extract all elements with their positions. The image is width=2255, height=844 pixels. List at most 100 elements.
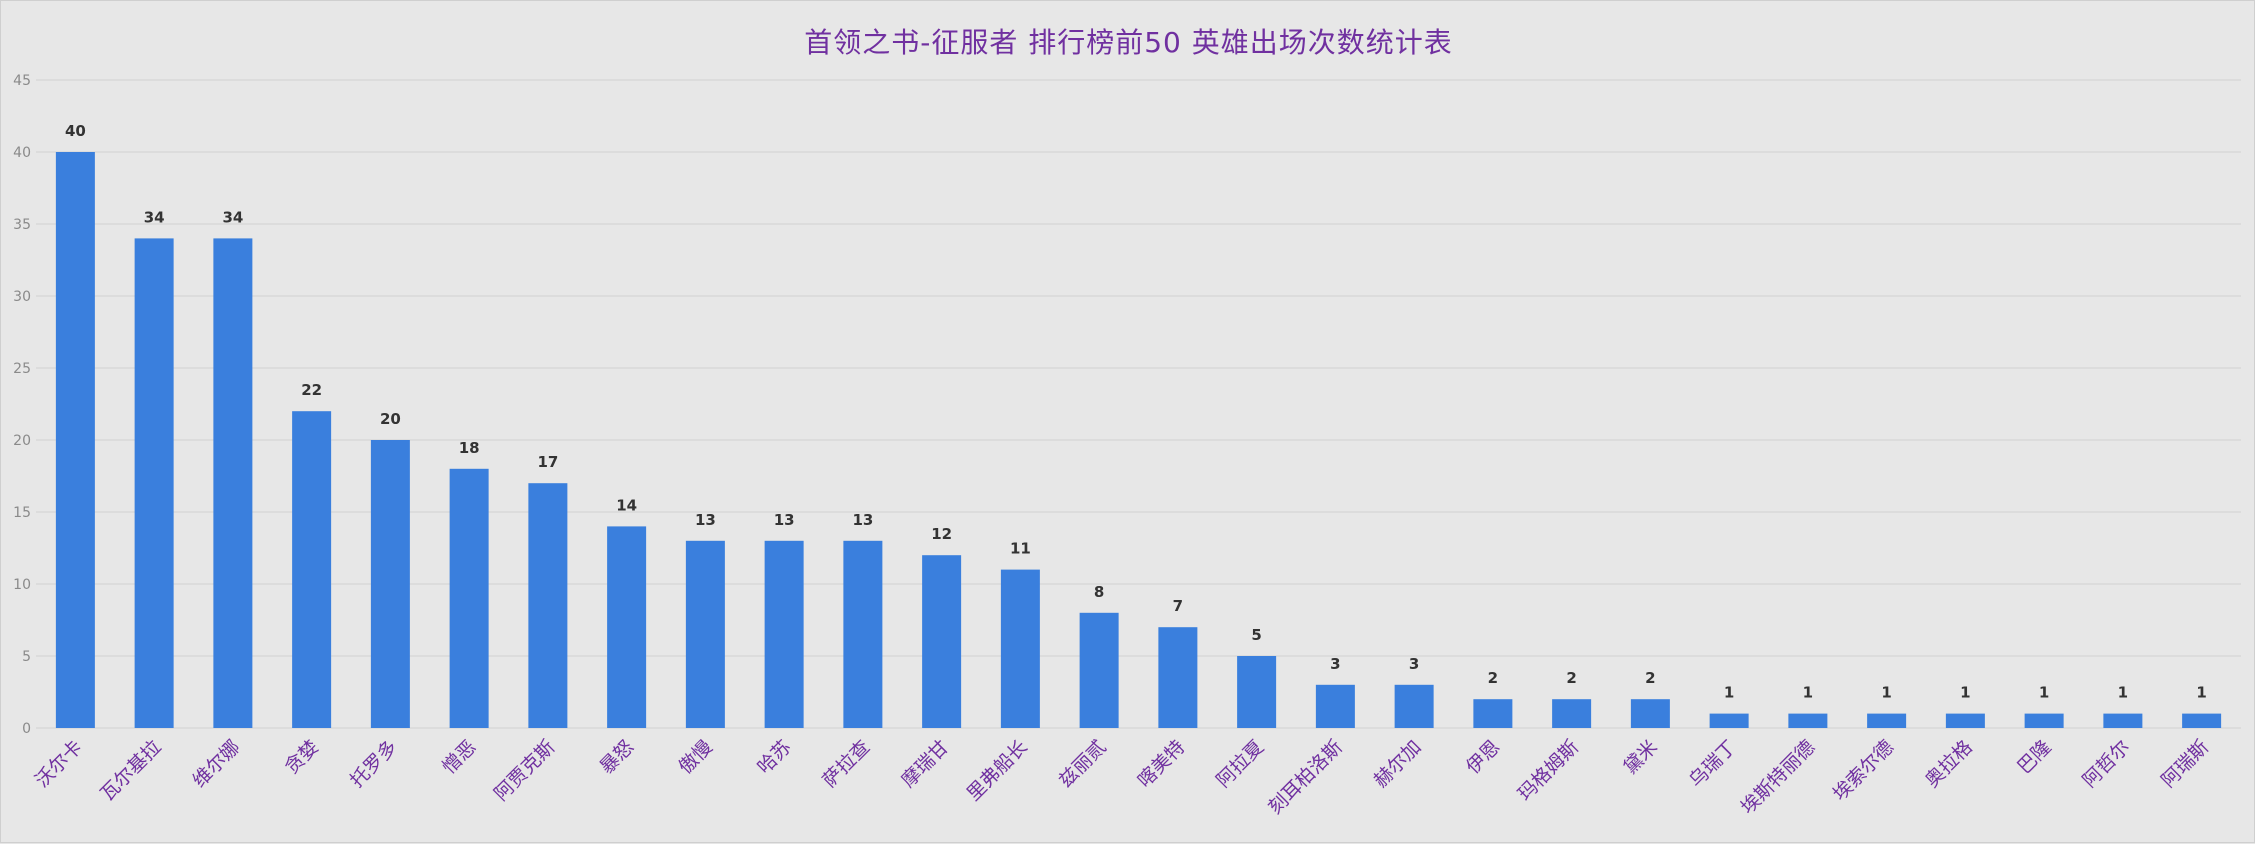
- data-label: 1: [2118, 684, 2128, 702]
- category-label: 喀美特: [1134, 736, 1190, 792]
- category-label: 沃尔卡: [31, 736, 87, 792]
- category-label: 奥拉格: [1921, 736, 1977, 792]
- bar: [1079, 612, 1119, 728]
- y-tick-label: 35: [13, 217, 31, 233]
- bar: [55, 152, 95, 728]
- data-label: 11: [1010, 540, 1031, 558]
- bar: [370, 440, 410, 728]
- y-axis-ticks: 0 5 10 15 20 25 30 35 40 45: [13, 73, 31, 737]
- data-label: 14: [616, 496, 637, 514]
- data-label: 8: [1094, 583, 1104, 601]
- bar: [292, 411, 332, 728]
- category-label: 赫尔加: [1370, 736, 1426, 792]
- bar: [2024, 713, 2064, 728]
- category-label: 憎恶: [438, 736, 480, 778]
- data-label: 5: [1251, 626, 1261, 644]
- data-label: 1: [2039, 684, 2049, 702]
- data-label: 13: [695, 511, 716, 529]
- bar: [1709, 713, 1749, 728]
- bar: [1315, 684, 1355, 728]
- bar: [449, 468, 489, 728]
- data-label: 2: [1645, 669, 1655, 687]
- data-label: 1: [1881, 684, 1891, 702]
- data-label: 17: [537, 453, 558, 471]
- category-label: 埃索尔德: [1829, 736, 1898, 805]
- category-label: 阿哲尔: [2079, 736, 2135, 792]
- category-label: 阿贾克斯: [490, 736, 559, 805]
- category-label: 阿拉夏: [1212, 736, 1268, 792]
- data-label: 13: [852, 511, 873, 529]
- category-label: 刻耳柏洛斯: [1264, 736, 1347, 819]
- data-label: 13: [774, 511, 795, 529]
- y-tick-label: 30: [13, 289, 31, 305]
- bar: [1945, 713, 1985, 728]
- data-label: 1: [1724, 684, 1734, 702]
- y-tick-label: 45: [13, 73, 31, 89]
- bar: [922, 555, 962, 728]
- category-label: 兹丽贰: [1055, 736, 1111, 792]
- category-label: 里弗船长: [963, 736, 1032, 805]
- data-label: 22: [301, 381, 322, 399]
- bar: [1237, 656, 1277, 728]
- y-tick-label: 20: [13, 433, 31, 449]
- data-label: 2: [1488, 669, 1498, 687]
- data-label: 3: [1409, 655, 1419, 673]
- bars: [55, 152, 2222, 728]
- bar: [528, 483, 568, 728]
- data-label: 18: [459, 439, 480, 457]
- bar: [1394, 684, 1434, 728]
- data-label: 34: [222, 208, 243, 226]
- data-label: 3: [1330, 655, 1340, 673]
- chart-title: 首领之书-征服者 排行榜前50 英雄出场次数统计表: [804, 26, 1453, 59]
- category-label: 托罗多: [346, 736, 402, 792]
- bar: [1000, 569, 1040, 728]
- data-label: 40: [65, 122, 86, 140]
- category-label: 萨拉查: [819, 736, 875, 792]
- y-tick-label: 5: [22, 649, 31, 665]
- category-label: 乌瑞丁: [1685, 736, 1741, 792]
- y-tick-label: 15: [13, 505, 31, 521]
- category-label: 暴怒: [596, 736, 638, 778]
- data-label: 20: [380, 410, 401, 428]
- y-tick-label: 40: [13, 145, 31, 161]
- category-labels: 沃尔卡 瓦尔基拉 维尔娜 贪婪 托罗多 憎恶 阿贾克斯 暴怒 傲慢 哈苏 萨拉查 摩瑞甘 里弗船长 兹丽贰…: [31, 736, 2213, 819]
- bar: [1630, 699, 1670, 728]
- y-tick-label: 25: [13, 361, 31, 377]
- data-label: 2: [1566, 669, 1576, 687]
- category-label: 瓦尔基拉: [96, 736, 165, 805]
- category-label: 巴隆: [2013, 736, 2055, 778]
- bar: [1158, 627, 1198, 728]
- category-label: 摩瑞甘: [897, 736, 953, 792]
- bar: [607, 526, 647, 728]
- category-label: 阿瑞斯: [2157, 736, 2213, 792]
- bar: [1867, 713, 1907, 728]
- data-label: 34: [144, 208, 165, 226]
- gridlines: [36, 79, 2241, 729]
- category-label: 埃斯特丽德: [1737, 736, 1820, 819]
- data-label: 1: [1960, 684, 1970, 702]
- y-tick-label: 10: [13, 577, 31, 593]
- bar: [1788, 713, 1828, 728]
- bar: [764, 540, 804, 728]
- bar: [2103, 713, 2143, 728]
- data-label: 7: [1173, 597, 1183, 615]
- data-label: 1: [1803, 684, 1813, 702]
- bar: [843, 540, 883, 728]
- bar: [213, 238, 253, 728]
- category-label: 黛米: [1619, 736, 1661, 778]
- y-tick-label: 0: [22, 721, 31, 737]
- bar: [134, 238, 174, 728]
- category-label: 贪婪: [281, 736, 323, 778]
- bar: [2182, 713, 2222, 728]
- category-label: 伊恩: [1462, 736, 1504, 778]
- data-label: 12: [931, 525, 952, 543]
- category-label: 玛格姆斯: [1514, 736, 1583, 805]
- category-label: 维尔娜: [189, 736, 245, 792]
- category-label: 傲慢: [674, 736, 716, 778]
- bar: [1552, 699, 1592, 728]
- bar: [685, 540, 725, 728]
- bar: [1473, 699, 1513, 728]
